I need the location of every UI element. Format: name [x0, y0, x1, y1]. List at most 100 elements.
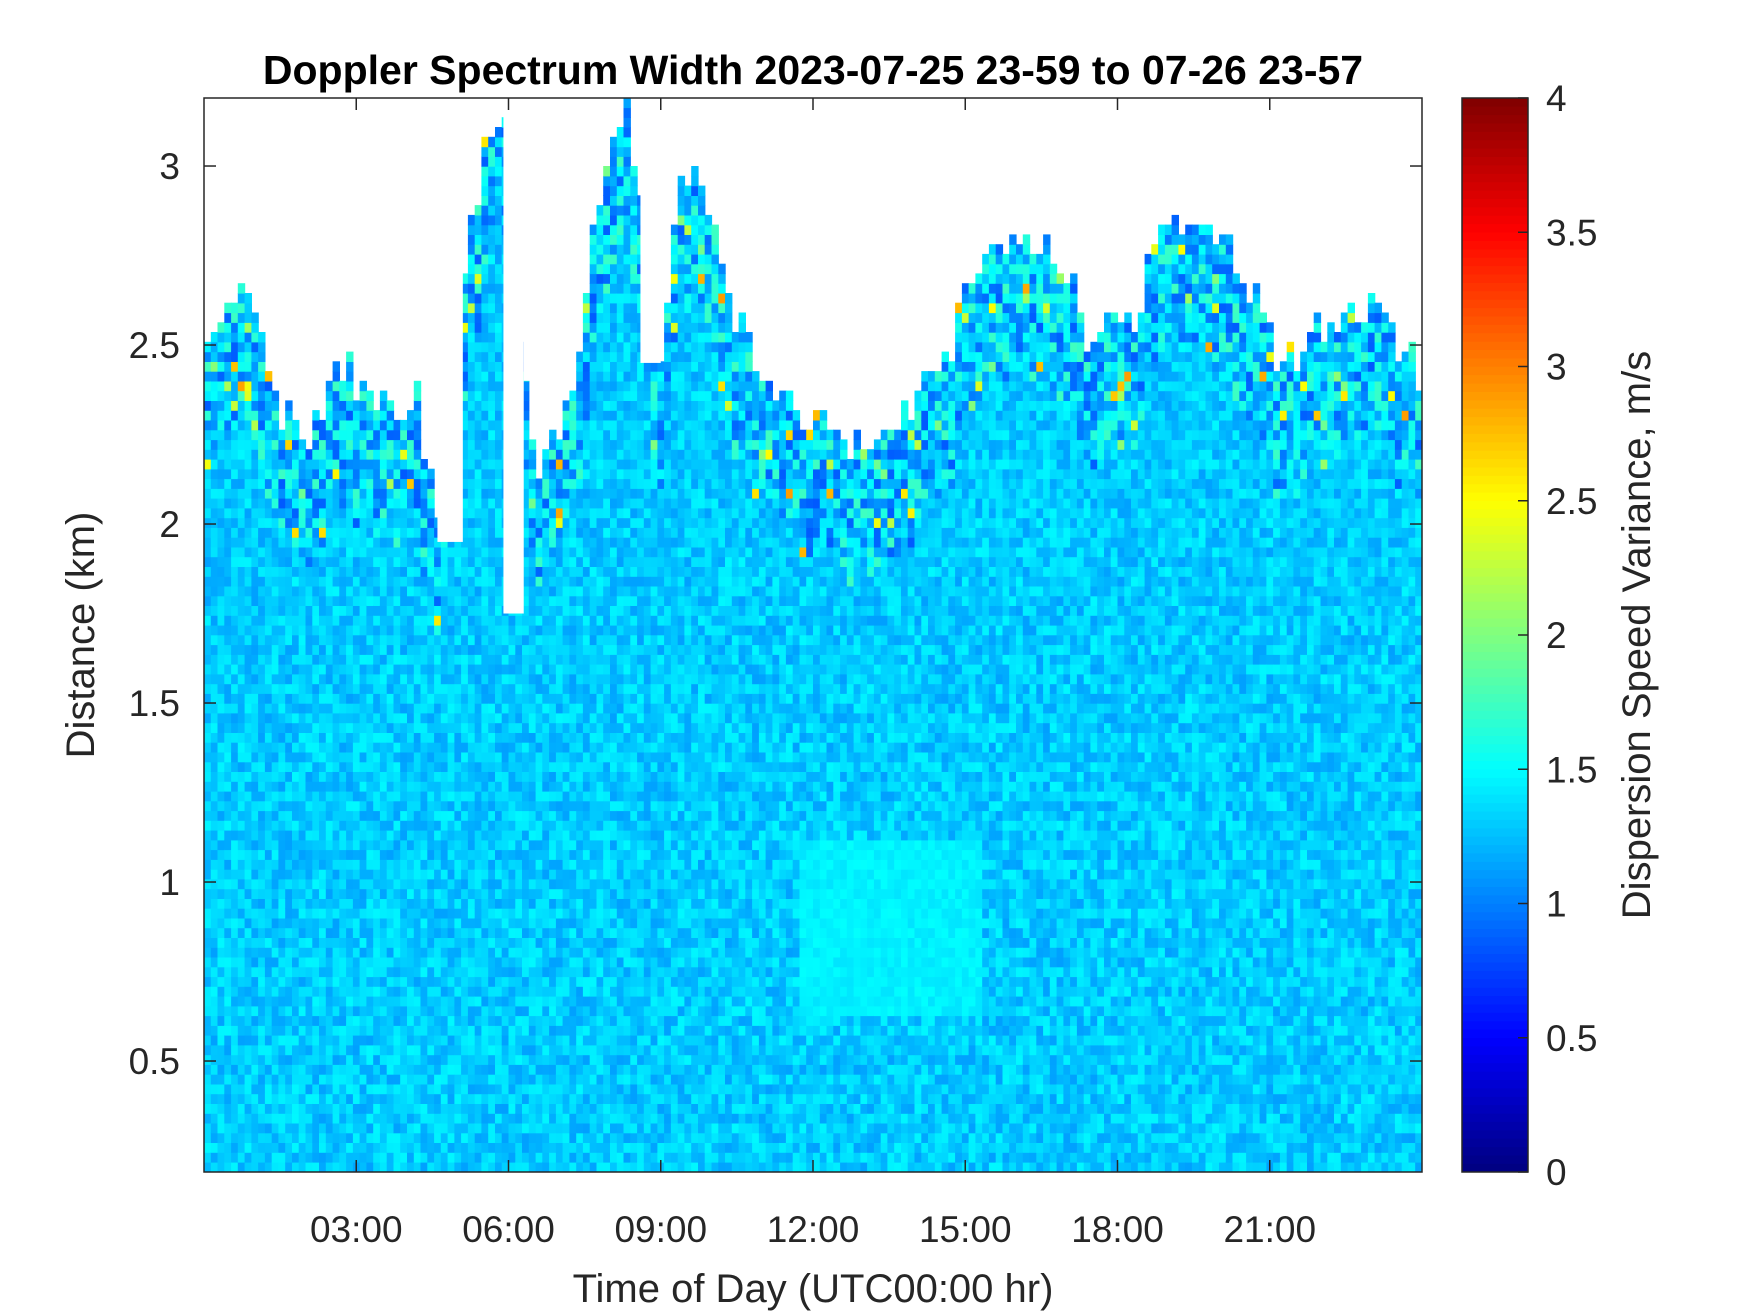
heatmap-cell: [325, 1035, 334, 1046]
heatmap-cell: [346, 722, 354, 733]
heatmap-cell: [312, 673, 320, 685]
heatmap-cell: [589, 761, 598, 772]
heatmap-cell: [535, 761, 543, 772]
heatmap-cell: [319, 664, 327, 675]
heatmap-cell: [481, 986, 489, 997]
heatmap-cell: [373, 419, 381, 431]
heatmap-cell: [562, 790, 570, 802]
heatmap-cell: [528, 634, 537, 646]
heatmap-cell: [292, 976, 300, 987]
heatmap-cell: [495, 917, 503, 929]
heatmap-cell: [495, 781, 503, 792]
heatmap-cell: [413, 517, 422, 528]
heatmap-cell: [292, 1083, 300, 1095]
heatmap-cell: [278, 1054, 286, 1065]
heatmap-cell: [217, 595, 225, 606]
heatmap-cell: [420, 1152, 428, 1163]
heatmap-cell: [298, 1025, 307, 1036]
heatmap-cell: [596, 956, 604, 968]
heatmap-cell: [481, 761, 489, 772]
heatmap-cell: [285, 966, 293, 978]
heatmap-cell: [386, 908, 395, 919]
heatmap-cell: [555, 947, 564, 958]
heatmap-cell: [258, 898, 266, 909]
heatmap-cell: [231, 927, 239, 938]
heatmap-cell: [535, 595, 543, 606]
heatmap-cell: [352, 947, 361, 958]
heatmap-cell: [582, 459, 591, 470]
heatmap-cell: [501, 947, 510, 958]
heatmap-cell: [339, 1005, 347, 1017]
heatmap-cell: [339, 419, 347, 431]
heatmap-cell: [488, 898, 496, 909]
heatmap-cell: [488, 585, 496, 597]
heatmap-cell: [325, 673, 334, 685]
heatmap-cell: [271, 1132, 280, 1143]
heatmap-cell: [305, 1152, 313, 1163]
heatmap-cell: [231, 937, 239, 948]
heatmap-cell: [346, 380, 354, 392]
heatmap-cell: [603, 947, 611, 958]
heatmap-cell: [542, 937, 550, 948]
heatmap-cell: [407, 898, 415, 909]
heatmap-cell: [596, 1152, 604, 1163]
heatmap-cell: [454, 751, 462, 763]
heatmap-cell: [535, 654, 543, 665]
heatmap-cell: [210, 790, 219, 802]
heatmap-cell: [535, 1083, 543, 1095]
heatmap-cell: [244, 956, 252, 968]
heatmap-cell: [292, 761, 300, 772]
heatmap-cell: [488, 351, 496, 362]
heatmap-cell: [440, 605, 449, 616]
heatmap-cell: [264, 605, 273, 616]
heatmap-cell: [278, 1044, 286, 1056]
heatmap-cell: [576, 703, 584, 714]
heatmap-cell: [379, 1142, 388, 1153]
heatmap-cell: [427, 742, 435, 753]
heatmap-cell: [440, 1025, 449, 1036]
heatmap-cell: [359, 1083, 367, 1095]
heatmap-cell: [515, 634, 523, 646]
heatmap-cell: [495, 1025, 503, 1036]
heatmap-cell: [589, 800, 598, 812]
heatmap-cell: [596, 214, 604, 226]
heatmap-cell: [481, 214, 489, 226]
heatmap-cell: [589, 322, 598, 333]
heatmap-cell: [413, 439, 422, 450]
heatmap-cell: [400, 712, 408, 724]
heatmap-cell: [467, 1113, 476, 1124]
heatmap-cell: [542, 761, 550, 772]
heatmap-cell: [461, 781, 469, 792]
heatmap-cell: [515, 693, 523, 704]
heatmap-cell: [576, 859, 584, 870]
heatmap-cell: [549, 517, 557, 528]
heatmap-cell: [244, 595, 252, 606]
heatmap-cell: [420, 820, 428, 831]
heatmap-cell: [339, 1161, 347, 1172]
heatmap-cell: [481, 253, 489, 265]
heatmap-cell: [386, 722, 395, 733]
heatmap-cell: [251, 1103, 259, 1114]
heatmap-cell: [488, 253, 496, 265]
heatmap-cell: [352, 859, 361, 870]
heatmap-cell: [501, 986, 510, 997]
heatmap-cell: [210, 595, 219, 606]
heatmap-cell: [204, 380, 212, 392]
heatmap-cell: [352, 810, 361, 821]
heatmap-cell: [515, 1113, 523, 1124]
heatmap-cell: [549, 888, 557, 899]
heatmap-cell: [454, 712, 462, 724]
heatmap-cell: [589, 917, 598, 929]
heatmap-cell: [244, 1122, 252, 1134]
heatmap-cell: [576, 986, 584, 997]
heatmap-cell: [231, 624, 239, 636]
heatmap-cell: [542, 996, 550, 1007]
heatmap-cell: [407, 908, 415, 919]
heatmap-cell: [589, 1054, 598, 1065]
heatmap-cell: [522, 732, 530, 743]
heatmap-cell: [292, 576, 300, 587]
heatmap-cell: [467, 751, 476, 763]
heatmap-cell: [454, 1044, 462, 1056]
heatmap-cell: [379, 966, 388, 978]
heatmap-cell: [319, 956, 327, 968]
